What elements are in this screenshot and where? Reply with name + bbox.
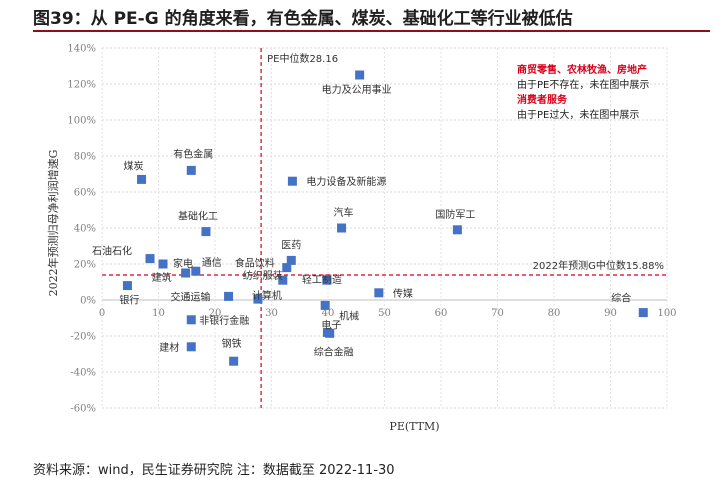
- point-label: 综合金融: [314, 345, 354, 358]
- point-label: 交通运输: [171, 290, 211, 303]
- point-label: 传媒: [393, 288, 413, 300]
- point-label: 有色金属: [173, 147, 213, 160]
- data-point: [374, 288, 384, 298]
- data-point: [229, 356, 239, 366]
- point-label: 国防军工: [435, 208, 475, 221]
- data-point: [186, 342, 196, 352]
- y-tick-label: 60%: [74, 188, 96, 199]
- point-label: 食品饮料: [235, 257, 275, 270]
- data-point: [145, 254, 155, 264]
- x-tick-label: 90: [604, 308, 617, 319]
- x-tick-label: 10: [152, 308, 165, 319]
- x-tick-label: 50: [378, 308, 391, 319]
- data-point: [322, 275, 332, 285]
- y-tick-label: 20%: [74, 260, 96, 271]
- g-median-label: 2022年预测G中位数15.88%: [533, 259, 664, 272]
- data-point: [201, 227, 211, 237]
- x-tick-label: 30: [265, 308, 278, 319]
- point-label: 建材: [159, 341, 179, 354]
- data-point: [253, 294, 263, 304]
- x-tick-label: 20: [209, 308, 222, 319]
- y-tick-label: -20%: [70, 332, 96, 343]
- x-axis-ticks: 0 10 20 30 40 50 60 70 80 90 100: [99, 308, 677, 319]
- point-label: 轻工制造: [302, 273, 342, 286]
- point-label: 家电: [173, 257, 193, 270]
- y-tick-label: 0%: [80, 296, 96, 307]
- point-label: 综合: [611, 292, 631, 305]
- data-point: [278, 275, 288, 285]
- y-tick-label: -40%: [70, 368, 96, 379]
- data-point: [638, 308, 648, 318]
- y-tick-label: 80%: [74, 152, 96, 163]
- y-axis-ticks: -60% -40% -20% 0% 20% 40% 60% 80% 100% 120% 140%: [67, 44, 96, 415]
- y-tick-label: 100%: [67, 116, 96, 127]
- x-tick-label: 0: [99, 308, 105, 319]
- point-label: 通信: [202, 257, 222, 269]
- data-point: [355, 70, 365, 80]
- data-point: [137, 174, 147, 184]
- pe-median-label: PE中位数28.16: [267, 52, 338, 65]
- y-tick-label: 120%: [67, 80, 96, 91]
- point-label: 纺织服装: [243, 269, 283, 282]
- note-text: 由于PE过大，未在图中展示: [517, 108, 639, 121]
- figure-title: 图39：从 PE-G 的角度来看，有色金属、煤炭、基础化工等行业被低估: [33, 9, 573, 29]
- data-point: [337, 223, 347, 233]
- data-point: [186, 315, 196, 325]
- data-point: [320, 300, 330, 310]
- note-text: 商贸零售、农林牧渔、房地产: [517, 63, 647, 76]
- y-tick-label: -60%: [70, 404, 96, 415]
- point-label: 汽车: [334, 206, 354, 219]
- data-point: [452, 225, 462, 235]
- data-point: [286, 255, 296, 265]
- data-point: [122, 281, 132, 291]
- point-label: 电力及公用事业: [322, 83, 392, 96]
- point-label: 电子: [321, 318, 341, 331]
- data-point: [181, 268, 191, 278]
- source-footnote: 资料来源：wind，民生证券研究院 注：数据截至 2022-11-30: [33, 463, 395, 478]
- note-text: 消费者服务: [517, 93, 568, 106]
- data-point: [186, 165, 196, 175]
- y-tick-label: 40%: [74, 224, 96, 235]
- data-point: [191, 266, 201, 276]
- data-points: [122, 70, 648, 366]
- point-label: 医药: [281, 239, 301, 251]
- x-tick-label: 100: [657, 308, 676, 319]
- data-point: [224, 291, 234, 301]
- x-tick-label: 70: [491, 308, 504, 319]
- point-label: 电力设备及新能源: [306, 175, 386, 188]
- grid-lines: [101, 47, 668, 409]
- point-label: 建筑: [152, 271, 172, 284]
- x-tick-label: 60: [435, 308, 448, 319]
- median-lines: PE中位数28.16 2022年预测G中位数15.88%: [102, 48, 667, 408]
- point-label: 非银行金融: [199, 314, 249, 327]
- x-tick-label: 80: [548, 308, 561, 319]
- point-label: 银行: [119, 294, 139, 307]
- point-label: 基础化工: [178, 210, 218, 223]
- data-point: [282, 263, 292, 273]
- y-tick-label: 140%: [67, 44, 96, 55]
- y-axis-label: 2022年预测归母净利润增速G: [46, 150, 60, 297]
- title-rule: [33, 30, 710, 32]
- point-label: 煤炭: [124, 159, 144, 172]
- note-text: 由于PE不存在，未在图中展示: [517, 78, 649, 91]
- x-tick-label: 40: [322, 308, 335, 319]
- data-point: [325, 328, 335, 338]
- point-labels: 电力及公用事业煤炭 有色金属电力设备及新能源基础化工 汽车 国防军工医药石油石化家电通…: [92, 83, 631, 358]
- point-label: 钢铁: [222, 337, 242, 350]
- point-label: 机械: [339, 309, 359, 322]
- point-label: 石油石化: [92, 245, 132, 258]
- point-label: 计算机: [252, 289, 282, 302]
- x-axis-label: PE(TTM): [389, 420, 439, 433]
- annotations: 商贸零售、农林牧渔、房地产由于PE不存在，未在图中展示消费者服务由于PE过大，未…: [517, 63, 649, 121]
- data-point: [287, 176, 297, 186]
- data-point: [158, 259, 168, 269]
